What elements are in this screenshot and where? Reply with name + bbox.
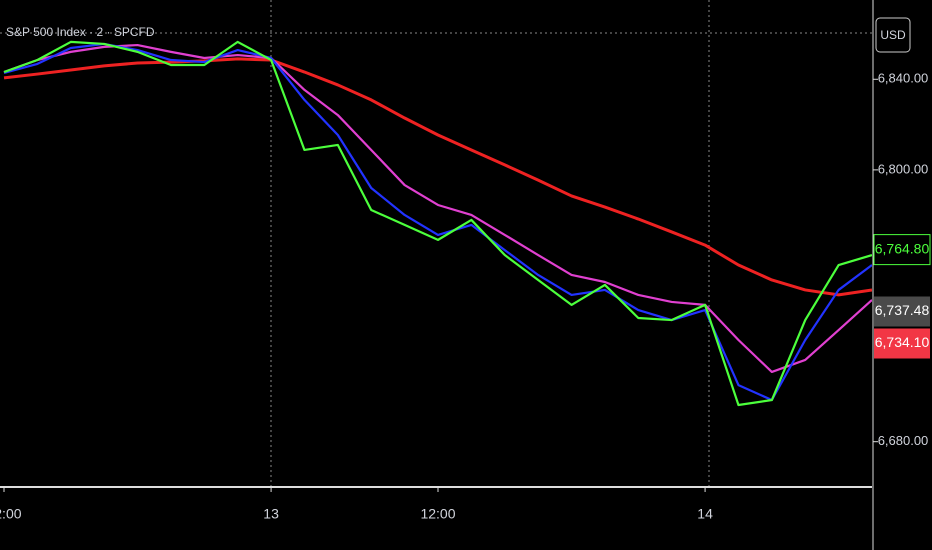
y-tick-label: 6,800.00 <box>878 161 929 176</box>
currency-button[interactable] <box>875 17 911 53</box>
y-tick-label: 6,840.00 <box>878 71 929 86</box>
y-tick-label: 6,680.00 <box>878 433 929 448</box>
series-line <box>3 57 872 297</box>
price-label-box <box>873 234 931 266</box>
chart-title: S&P 500 Index · 2 · SPCFD <box>6 25 155 39</box>
series-line <box>3 40 872 407</box>
series-line <box>3 43 872 374</box>
x-tick-label: 14 <box>697 506 713 522</box>
currency-label[interactable]: USD <box>880 28 906 42</box>
x-tick-label: 13 <box>263 506 279 522</box>
price-label: 6,734.10 <box>875 334 930 350</box>
series-line <box>3 42 872 402</box>
price-label-box <box>874 328 930 359</box>
price-label: 6,764.80 <box>875 240 930 256</box>
price-label-box <box>874 296 930 327</box>
x-tick-label: 12:00 <box>420 506 455 522</box>
price-label: 6,737.48 <box>875 302 930 318</box>
plot-area <box>3 40 872 407</box>
x-tick-label: 12:00 <box>0 506 22 522</box>
